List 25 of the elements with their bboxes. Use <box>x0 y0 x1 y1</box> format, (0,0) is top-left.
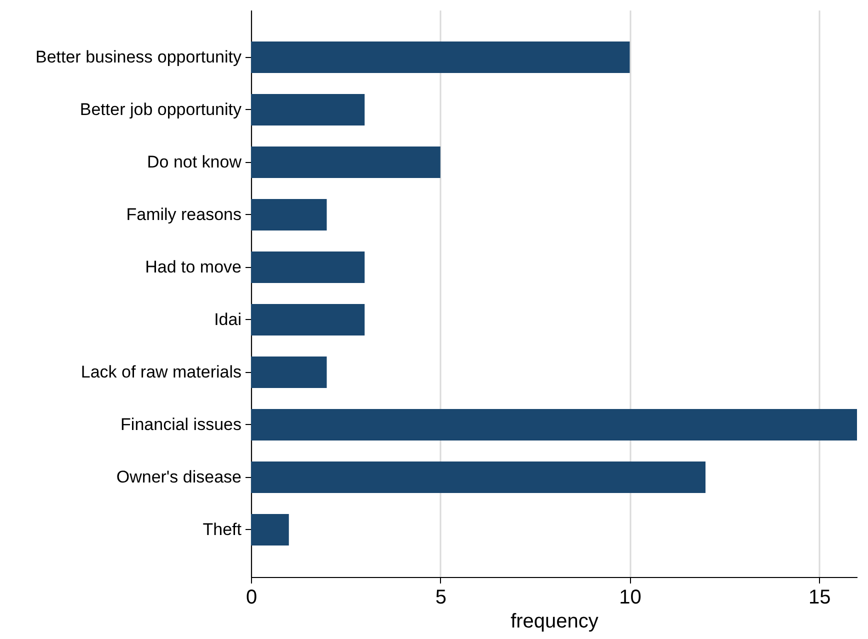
bar <box>251 94 365 126</box>
y-tick-label: Owner's disease <box>116 467 242 486</box>
y-tick-label: Theft <box>202 520 242 539</box>
y-tick-label: Lack of raw materials <box>80 362 242 382</box>
y-tick-label: Had to move <box>145 257 242 276</box>
y-tick-label: Idai <box>214 310 242 329</box>
x-tick-label: 10 <box>619 586 642 608</box>
x-tick-label: 5 <box>435 586 446 608</box>
bar <box>251 356 327 388</box>
x-axis-title: frequency <box>510 610 598 632</box>
bar <box>251 304 365 336</box>
y-tick-label: Better job opportunity <box>80 100 242 119</box>
bar <box>251 514 289 546</box>
bar <box>251 199 327 230</box>
bar <box>251 42 630 73</box>
y-tick-label: Financial issues <box>120 414 242 434</box>
x-tick-label: 0 <box>246 586 258 608</box>
bar <box>251 252 365 283</box>
y-tick-label: Family reasons <box>126 204 242 224</box>
bar <box>251 409 857 440</box>
y-tick-label: Do not know <box>147 152 242 172</box>
x-tick-label: 15 <box>808 586 831 608</box>
bar <box>251 146 440 178</box>
y-tick-label: Better business opportunity <box>35 47 242 66</box>
bar <box>251 462 706 493</box>
